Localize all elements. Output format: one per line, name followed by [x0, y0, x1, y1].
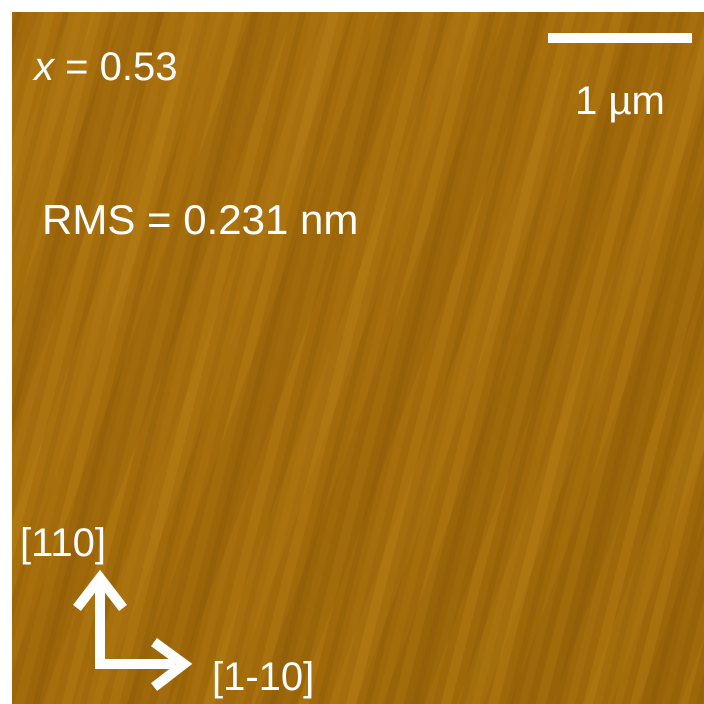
composition-label: x = 0.53 [32, 45, 177, 89]
scale-bar-label: 1 µm [575, 79, 665, 123]
afm-figure: x = 0.53 1 µm RMS = 0.231 nm [110] [1-10… [0, 0, 704, 704]
direction-vertical-label: [110] [20, 521, 106, 565]
composition-variable: x [32, 45, 56, 89]
rms-label: RMS = 0.231 nm [42, 196, 358, 243]
scale-bar [548, 33, 692, 43]
composition-value: = 0.53 [65, 45, 177, 89]
direction-horizontal-label: [1-10] [212, 655, 314, 699]
